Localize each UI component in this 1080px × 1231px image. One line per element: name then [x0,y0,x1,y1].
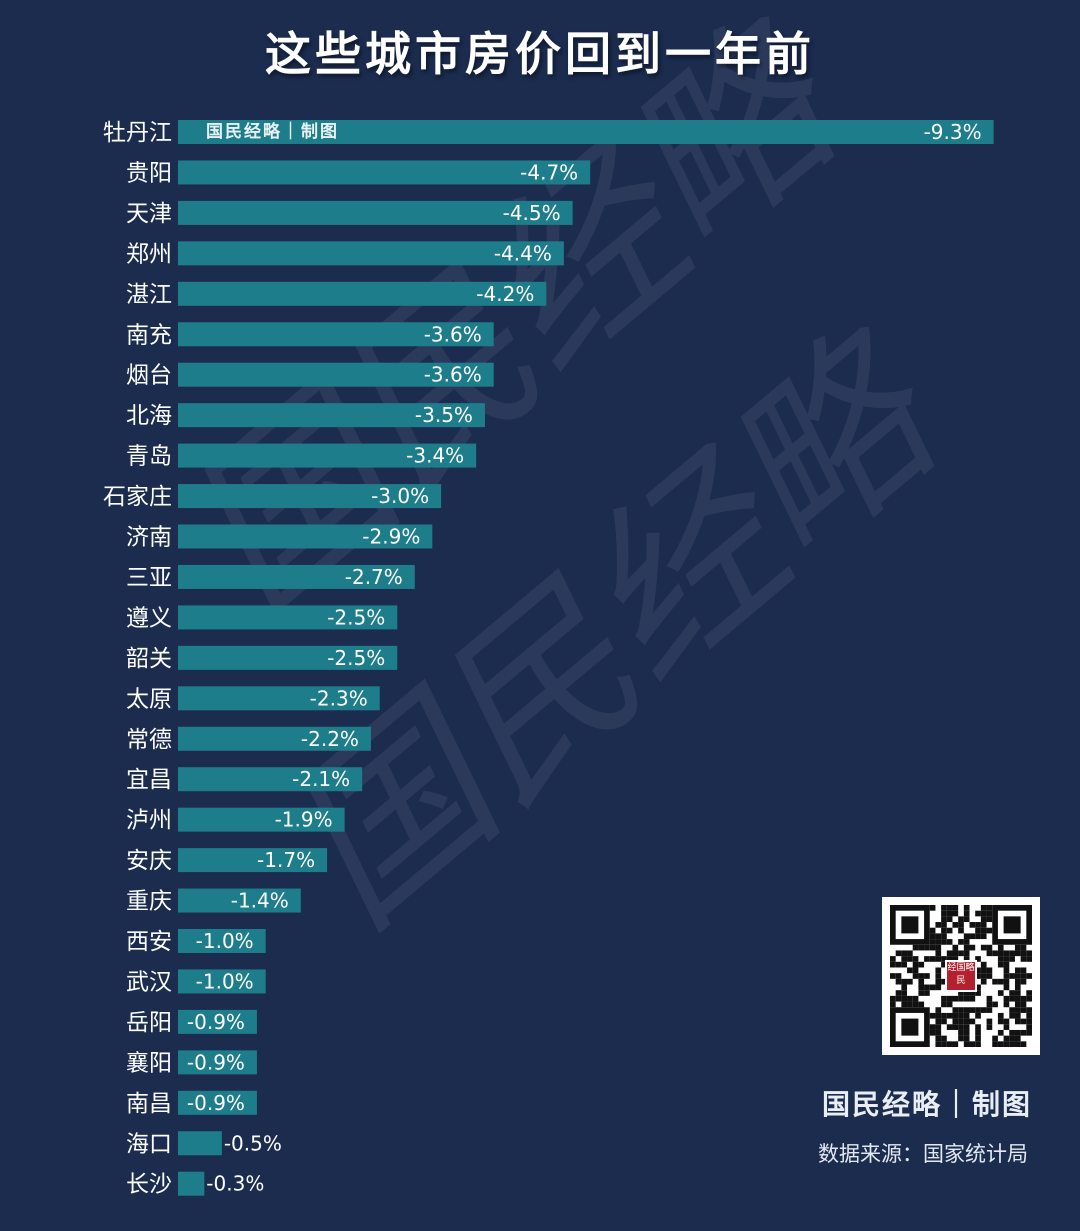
category-label: 烟台 [126,363,172,389]
bar [178,848,328,873]
bar [178,241,564,266]
category-label: 海口 [126,1131,172,1157]
bar [178,888,301,913]
category-label: 武汉 [126,969,172,995]
data-label: -2.3% [310,686,368,710]
bar [178,120,994,144]
category-label: 天津 [126,201,172,227]
bar [178,1171,205,1196]
data-label: -4.7% [520,160,578,184]
bar [178,969,266,994]
bar [178,1131,222,1156]
data-label: -4.4% [494,241,552,265]
data-label: -1.0% [196,929,254,953]
data-label: -0.5% [224,1131,282,1155]
bar [178,686,380,711]
category-label: 三亚 [126,565,172,591]
data-label: -0.9% [187,1091,245,1115]
data-label: -1.4% [231,889,289,913]
bar [178,645,398,670]
data-label: -3.0% [371,484,429,508]
category-label: 安庆 [126,848,172,874]
data-label: -4.5% [503,201,561,225]
chart-title: 这些城市房价回到一年前 [265,27,815,81]
credit-text: 国民经略｜制图 [822,1088,1033,1121]
bar [178,484,442,509]
bar [178,200,573,225]
data-label: -2.1% [292,767,350,791]
category-label: 太原 [126,686,172,712]
data-label: -3.6% [424,322,482,346]
data-label: -2.9% [362,525,420,549]
qr-finder-square [901,916,919,934]
bar [178,929,266,953]
bar [178,807,345,832]
category-label: 泸州 [126,808,172,834]
bar [178,160,591,185]
data-label: -9.3% [924,120,982,144]
bar [178,362,494,387]
qr-finder-square [1003,916,1021,934]
bar [178,564,415,589]
category-label: 青岛 [126,444,172,470]
category-label: 湛江 [126,282,172,308]
category-label: 贵阳 [126,160,172,186]
category-label: 重庆 [126,889,172,915]
data-label: -0.9% [187,1010,245,1034]
category-label: 北海 [126,403,172,429]
data-label: -3.5% [415,403,473,427]
data-label: -2.2% [301,727,359,751]
qr-code: 经国略民 [882,897,1040,1055]
data-label: -2.7% [345,565,403,589]
bar [178,443,477,468]
category-label: 韶关 [126,646,172,672]
category-label: 长沙 [126,1172,172,1198]
data-label: -1.9% [275,808,333,832]
source-text: 数据来源：国家统计局 [818,1142,1028,1166]
data-label: -2.5% [327,646,385,670]
qr-badge-logo: 经国略民 [945,960,977,992]
data-label: -0.3% [206,1172,264,1196]
category-label: 西安 [126,929,172,955]
bar [178,403,485,428]
category-label: 郑州 [126,241,172,267]
bar [178,1050,257,1075]
bar [178,322,494,347]
bar [178,726,371,751]
data-label: -0.9% [187,1050,245,1074]
data-label: -2.5% [327,605,385,629]
data-label: -4.2% [476,282,534,306]
bar [178,1009,257,1034]
category-label: 宜昌 [126,767,172,793]
bar [178,524,433,549]
category-label: 南昌 [126,1091,172,1117]
bar [178,605,398,630]
bar [178,281,547,306]
credit-inbar: 国民经略｜制图 [206,122,339,142]
category-label: 遵义 [126,605,172,631]
category-label: 常德 [126,727,172,753]
category-label: 岳阳 [126,1010,172,1036]
data-label: -3.6% [424,363,482,387]
data-label: -1.7% [257,848,315,872]
qr-finder-square [901,1018,919,1036]
category-label: 牡丹江 [103,120,172,146]
bar [178,1090,257,1115]
qr-pattern [890,905,1032,1047]
data-label: -3.4% [406,444,464,468]
category-label: 襄阳 [126,1050,172,1076]
category-label: 济南 [126,525,172,551]
category-label: 石家庄 [103,484,172,510]
data-label: -1.0% [196,969,254,993]
bar [178,767,363,792]
category-label: 南充 [126,322,172,348]
